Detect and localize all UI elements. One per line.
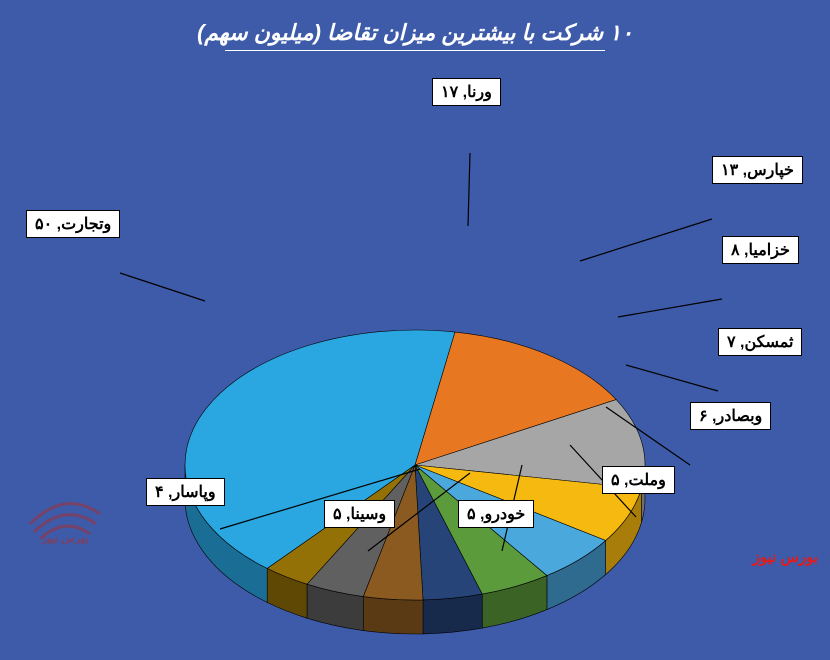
chart-title: ۱۰ شرکت با بیشترین میزان تقاضا (میلیون س…: [0, 0, 830, 46]
slice-label: خپارس, ۱۳: [712, 156, 803, 184]
slice-label: خزامیا, ۸: [722, 236, 799, 264]
slice-label: وسینا, ۵: [324, 500, 395, 528]
slice-label: ثمسکن, ۷: [718, 328, 802, 356]
watermark-logo: بورس نیوز: [20, 484, 110, 544]
source-credit: بورس نیوز: [753, 548, 818, 566]
slice-label: وبصادر, ۶: [690, 402, 771, 430]
slice-label: ورنا, ۱۷: [432, 78, 501, 106]
slice-label: وتجارت, ۵۰: [26, 210, 120, 238]
svg-text:بورس نیوز: بورس نیوز: [40, 533, 89, 544]
slice-label: وپاسار, ۴: [146, 478, 225, 506]
title-underline: [225, 50, 605, 51]
slice-label: وملت, ۵: [602, 466, 675, 494]
slice-label: خودرو, ۵: [458, 500, 534, 528]
